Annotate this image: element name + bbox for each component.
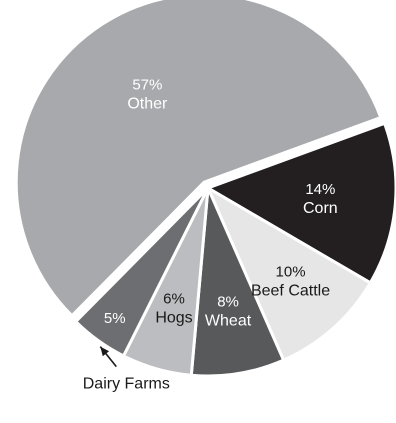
pie-label-name-corn: Corn [303,200,338,217]
pie-slice-beef-cattle [206,186,372,362]
pie-slice-other [14,0,383,318]
pie-label-percent-dairy-farms: 5% [104,310,126,327]
pie-label-name-other: Other [127,96,168,113]
pie-label-percent-corn: 14% [305,181,335,198]
pie-label-percent-other: 57% [132,77,162,94]
pie-labels: 14% Corn 10% Beef Cattle 8% Wheat 6% Hogs 5% Dair… [83,77,338,393]
pie-label-name-beef-cattle: Beef Cattle [251,283,330,300]
pie-label-percent-hogs: 6% [163,290,185,307]
pie-label-other: 57% Other [127,77,168,113]
pie-slice-wheat [189,186,286,378]
pie-label-name-hogs: Hogs [155,309,192,326]
pie-label-percent-beef-cattle: 10% [276,264,306,281]
pie-label-dairy-farms: Dairy Farms [83,376,170,393]
pie-label-hogs: 6% Hogs [155,290,192,326]
pie-arrow-head-dairy-farms [100,346,110,357]
pie-slice-corn [206,121,396,285]
pie-label-beef-cattle: 10% Beef Cattle [251,264,330,300]
pie-label-percent-wheat: 8% [217,293,239,310]
pie-slice-dairy-farms [74,186,210,358]
pie-label-name-wheat: Wheat [205,312,252,329]
pie-slices [14,0,396,378]
pie-label-wheat: 8% Wheat [205,293,252,329]
pie-label-corn: 14% Corn [303,181,338,217]
